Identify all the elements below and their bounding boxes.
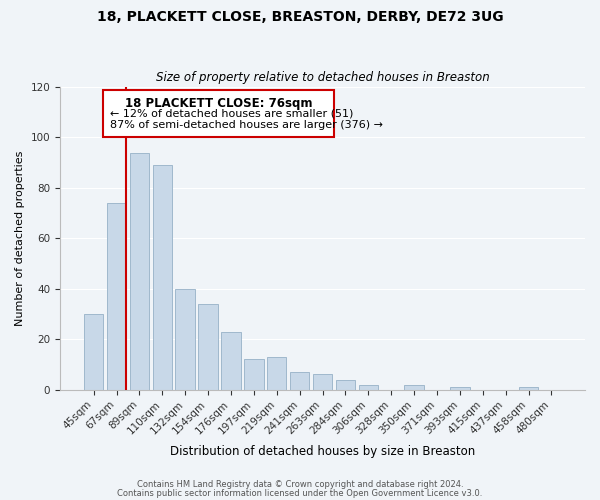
Bar xyxy=(244,360,263,390)
Bar xyxy=(84,314,103,390)
Text: 18 PLACKETT CLOSE: 76sqm: 18 PLACKETT CLOSE: 76sqm xyxy=(125,97,312,110)
Bar xyxy=(152,165,172,390)
Bar xyxy=(359,384,378,390)
Text: 18, PLACKETT CLOSE, BREASTON, DERBY, DE72 3UG: 18, PLACKETT CLOSE, BREASTON, DERBY, DE7… xyxy=(97,10,503,24)
Text: Contains HM Land Registry data © Crown copyright and database right 2024.: Contains HM Land Registry data © Crown c… xyxy=(137,480,463,489)
Bar xyxy=(290,372,310,390)
Bar xyxy=(199,304,218,390)
FancyBboxPatch shape xyxy=(103,90,334,138)
Title: Size of property relative to detached houses in Breaston: Size of property relative to detached ho… xyxy=(155,72,490,85)
X-axis label: Distribution of detached houses by size in Breaston: Distribution of detached houses by size … xyxy=(170,444,475,458)
Bar xyxy=(404,384,424,390)
Text: Contains public sector information licensed under the Open Government Licence v3: Contains public sector information licen… xyxy=(118,488,482,498)
Bar xyxy=(221,332,241,390)
Y-axis label: Number of detached properties: Number of detached properties xyxy=(15,150,25,326)
Bar xyxy=(175,288,195,390)
Bar xyxy=(519,387,538,390)
Bar xyxy=(130,152,149,390)
Text: ← 12% of detached houses are smaller (51): ← 12% of detached houses are smaller (51… xyxy=(110,108,353,118)
Bar xyxy=(267,357,286,390)
Bar xyxy=(313,374,332,390)
Bar xyxy=(107,203,126,390)
Bar xyxy=(335,380,355,390)
Text: 87% of semi-detached houses are larger (376) →: 87% of semi-detached houses are larger (… xyxy=(110,120,383,130)
Bar xyxy=(450,387,470,390)
